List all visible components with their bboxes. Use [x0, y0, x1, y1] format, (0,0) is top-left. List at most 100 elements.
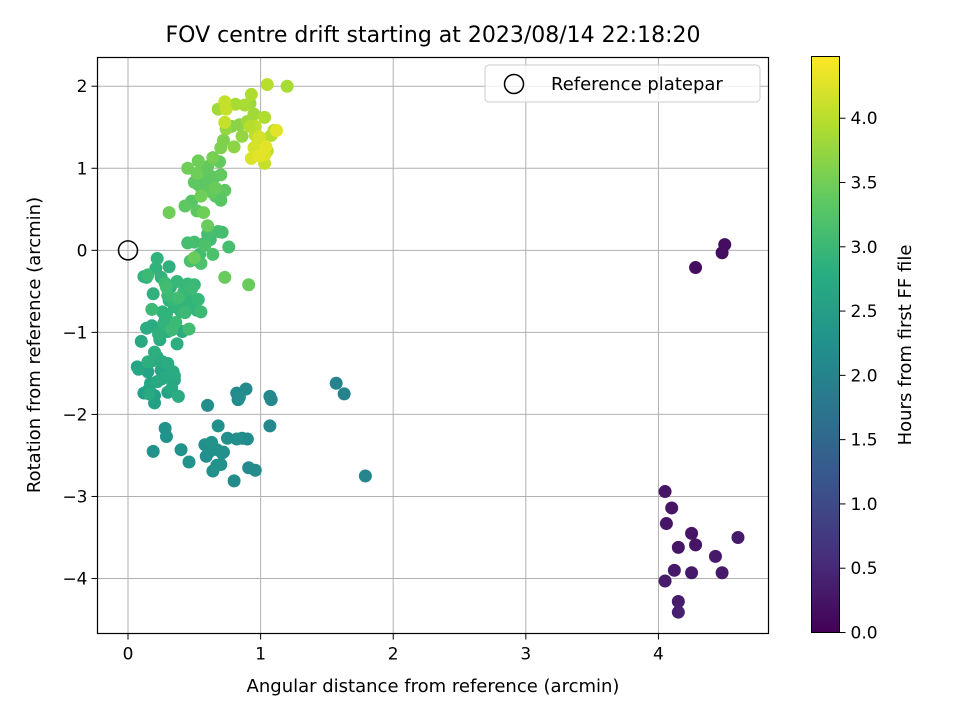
data-point [206, 151, 220, 165]
y-tick-label: −3 [62, 487, 87, 507]
data-point [215, 446, 229, 460]
data-point [201, 398, 215, 412]
data-point [270, 124, 284, 138]
data-point [171, 291, 185, 305]
x-tick-label: 0 [123, 645, 134, 665]
data-point [178, 306, 192, 320]
y-tick-label: 1 [77, 159, 88, 179]
data-point [178, 199, 192, 213]
data-point [258, 110, 272, 124]
colorbar-tick-label: 2.0 [851, 366, 878, 386]
data-point [152, 327, 165, 341]
data-point [263, 419, 277, 433]
data-point [252, 130, 266, 144]
data-point [715, 566, 729, 580]
grid-lines [97, 57, 769, 634]
data-point [159, 307, 173, 321]
data-point [215, 225, 229, 239]
data-point [358, 469, 372, 483]
data-point [206, 247, 220, 261]
data-point [205, 435, 219, 449]
data-point [214, 193, 228, 207]
colorbar-tick-label: 1.5 [851, 431, 878, 451]
data-point [264, 393, 278, 407]
data-point [145, 302, 159, 316]
data-point [260, 78, 274, 92]
colorbar [811, 56, 840, 633]
data-point [170, 275, 184, 288]
legend: Reference platepar [484, 64, 761, 103]
data-point [685, 566, 699, 580]
data-point [182, 322, 196, 336]
data-point [191, 154, 205, 168]
data-point [280, 79, 294, 93]
data-point [731, 531, 745, 544]
data-point [159, 280, 173, 294]
data-point [148, 345, 162, 359]
data-point [134, 334, 148, 348]
data-point [665, 501, 679, 515]
data-point [162, 260, 176, 274]
colorbar-tick-label: 3.5 [851, 174, 878, 194]
data-point [191, 293, 205, 307]
reference-platepar-marker [117, 240, 139, 261]
y-tick-label: −1 [62, 323, 87, 343]
data-point [181, 161, 195, 175]
x-tick-label: 2 [388, 645, 399, 665]
data-point [132, 362, 146, 376]
data-point [171, 389, 185, 403]
data-point [248, 463, 262, 477]
data-point [227, 474, 241, 488]
x-axis-label: Angular distance from reference (arcmin) [247, 676, 620, 697]
y-axis-label: Rotation from reference (arcmin) [24, 197, 45, 493]
data-point [222, 240, 236, 254]
x-tick-label: 1 [255, 645, 266, 665]
data-point [211, 419, 225, 433]
data-point [230, 432, 244, 446]
data-point [141, 355, 155, 369]
y-tick-label: −2 [62, 405, 87, 425]
colorbar-tick-label: 1.0 [851, 495, 878, 515]
data-point [166, 365, 180, 379]
colorbar-tick-label: 2.5 [851, 302, 878, 322]
data-point [182, 455, 196, 469]
data-point [218, 270, 232, 284]
data-point [244, 87, 258, 101]
data-point [185, 282, 199, 296]
data-point [671, 605, 685, 619]
data-point [708, 549, 722, 563]
chart-title: FOV centre drift starting at 2023/08/14 … [166, 23, 701, 48]
data-point [219, 102, 233, 116]
legend-label: Reference platepar [551, 74, 723, 95]
data-point [671, 540, 685, 554]
data-point [210, 458, 224, 472]
data-point [671, 595, 685, 608]
data-point [658, 485, 672, 499]
colorbar-tick-label: 0.5 [851, 559, 878, 579]
data-point [214, 168, 228, 182]
data-point [329, 376, 343, 390]
data-point [170, 337, 184, 351]
data-point [209, 181, 223, 195]
data-point [162, 206, 176, 220]
axis-ticks: 0 1 2 3 4 −4 −3 −2 −1 0 1 2 [62, 77, 663, 664]
data-point [197, 206, 211, 220]
scatter-points [130, 78, 745, 619]
data-point [685, 526, 699, 540]
data-point [159, 430, 173, 444]
data-point [202, 445, 216, 459]
data-point [141, 268, 155, 282]
legend-marker [503, 73, 525, 95]
data-point [198, 238, 212, 252]
colorbar-label: Hours from first FF file [895, 245, 916, 446]
data-point [242, 278, 256, 292]
data-point [659, 517, 673, 531]
colorbar-tick-label: 3.0 [851, 238, 878, 258]
y-tick-label: −4 [62, 570, 87, 590]
colorbar-ticks: 0.0 0.5 1.0 1.5 2.0 2.5 3.0 3.5 4.0 [839, 109, 878, 644]
x-tick-label: 4 [653, 645, 664, 665]
data-point [235, 129, 249, 143]
colorbar-tick-label: 4.0 [851, 109, 878, 129]
data-point [689, 538, 703, 552]
